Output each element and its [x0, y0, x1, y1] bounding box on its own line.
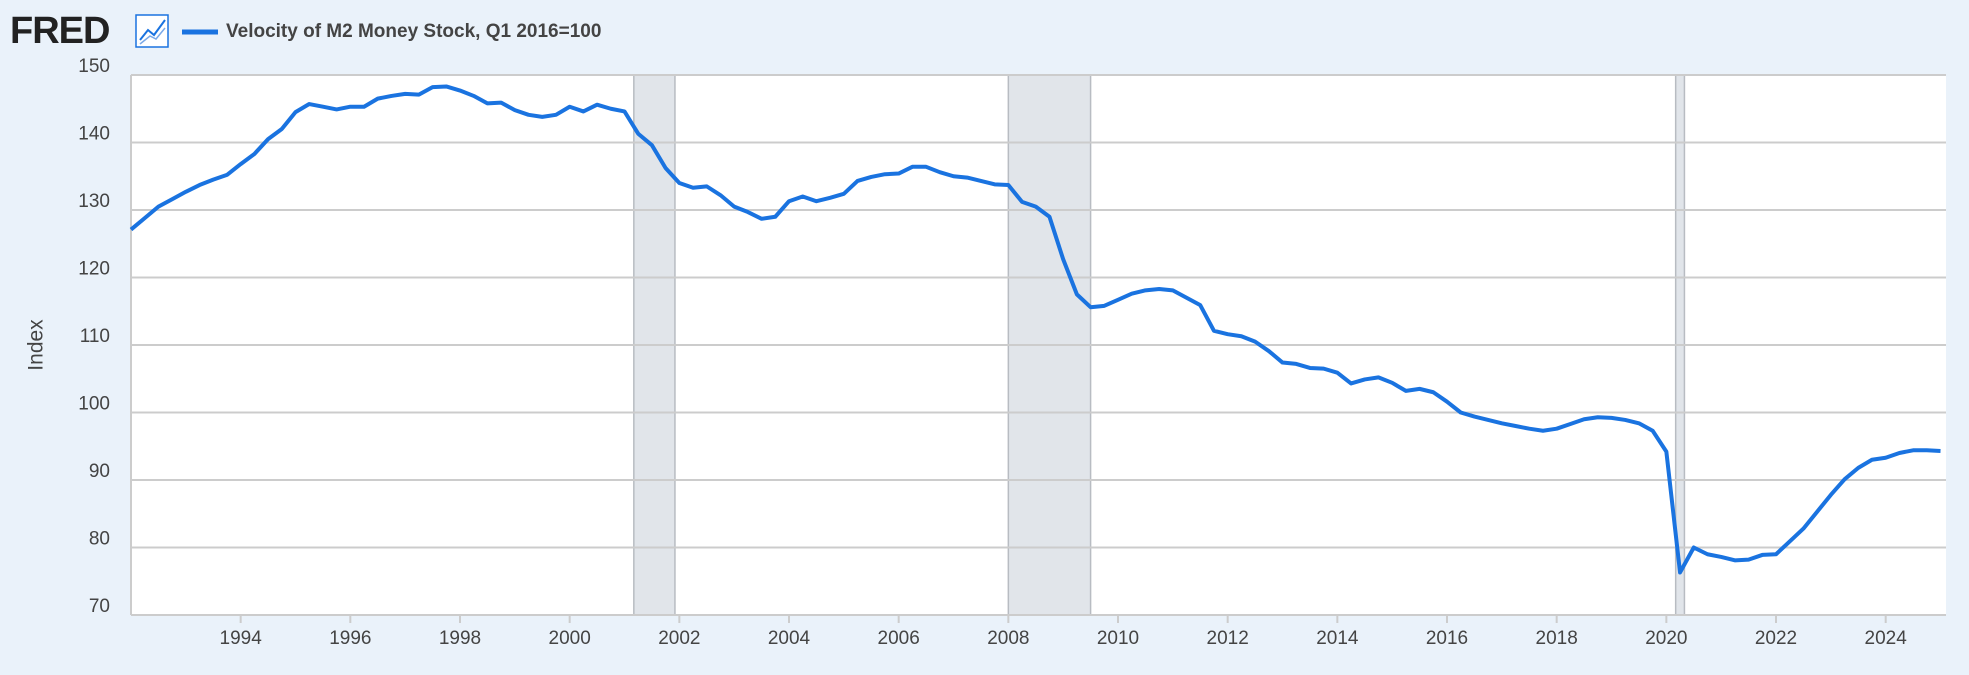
- x-tick-label: 2024: [1865, 628, 1908, 649]
- x-tick-label: 1996: [329, 628, 371, 649]
- legend-label: Velocity of M2 Money Stock, Q1 2016=100: [226, 21, 601, 42]
- y-tick-label: 110: [80, 326, 110, 347]
- x-tick-label: 2002: [658, 628, 700, 649]
- y-tick-label: 80: [89, 529, 110, 550]
- x-tick-label: 1998: [439, 628, 481, 649]
- y-tick-label: 140: [78, 124, 110, 145]
- x-tick-label: 1994: [220, 628, 263, 649]
- x-tick-label: 2006: [878, 628, 920, 649]
- x-tick-label: 2008: [987, 628, 1029, 649]
- x-tick-label: 2020: [1645, 628, 1687, 649]
- y-tick-label: 130: [78, 191, 110, 212]
- y-tick-label: 150: [78, 56, 110, 77]
- x-tick-label: 2014: [1316, 628, 1359, 649]
- x-tick-label: 2018: [1536, 628, 1578, 649]
- x-tick-label: 2000: [549, 628, 591, 649]
- x-tick-label: 2004: [768, 628, 811, 649]
- y-tick-label: 90: [89, 461, 110, 482]
- x-tick-label: 2012: [1207, 628, 1249, 649]
- logo: FRED: [10, 10, 109, 52]
- y-tick-label: 120: [78, 259, 110, 280]
- x-tick-label: 2022: [1755, 628, 1797, 649]
- x-tick-label: 2010: [1097, 628, 1139, 649]
- y-tick-label: 100: [78, 394, 110, 415]
- y-tick-label: 70: [89, 596, 110, 617]
- logo-icon: [135, 14, 169, 48]
- series-line: [129, 84, 1941, 575]
- x-tick-label: 2016: [1426, 628, 1468, 649]
- y-axis-label: Index: [25, 319, 48, 371]
